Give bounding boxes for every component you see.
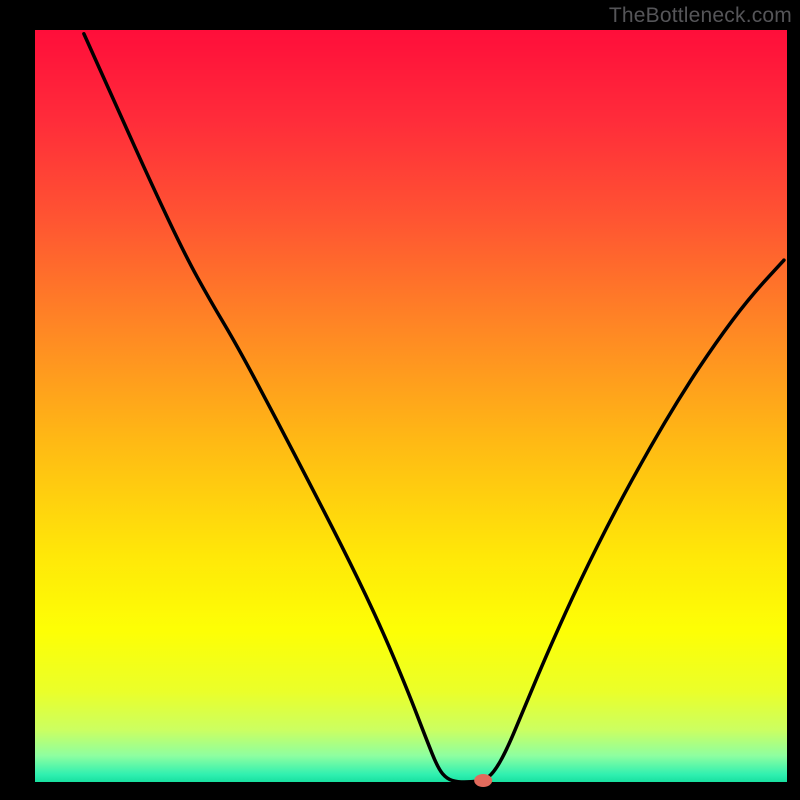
watermark-text: TheBottleneck.com (609, 4, 792, 28)
bottleneck-chart (0, 0, 800, 800)
optimal-point-marker (474, 774, 492, 787)
